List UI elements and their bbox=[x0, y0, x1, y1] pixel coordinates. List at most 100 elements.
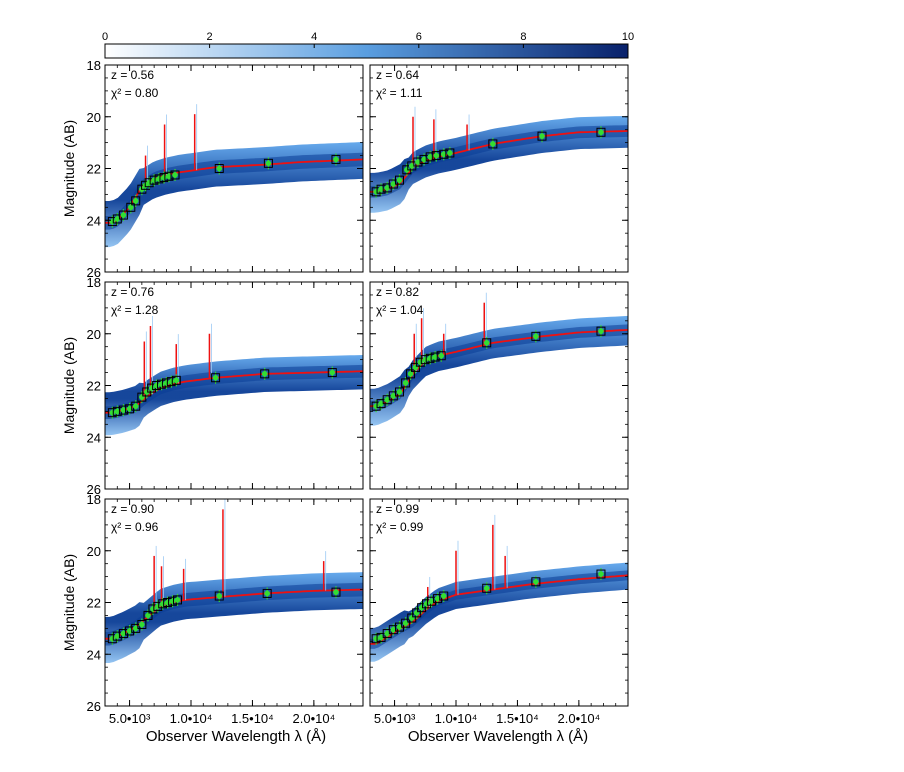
photometry-point bbox=[434, 595, 441, 602]
redshift-annotation: z = 0.64 bbox=[376, 68, 419, 82]
photometry-point bbox=[173, 377, 180, 384]
photometry-point bbox=[333, 156, 339, 163]
photometry-point bbox=[155, 603, 161, 610]
y-tick-label: 24 bbox=[87, 213, 101, 228]
redshift-annotation: z = 0.99 bbox=[376, 502, 419, 516]
sed-panel: z = 0.64 χ² = 1.11 bbox=[369, 64, 629, 273]
photometry-point bbox=[145, 612, 151, 619]
photometry-box bbox=[388, 625, 398, 635]
photometry-point bbox=[120, 407, 127, 413]
photometry-box bbox=[131, 196, 141, 206]
photometry-point bbox=[150, 606, 156, 612]
sed-panel: 18 20 22 24 26 5.0•10³ 1.0•10⁴ 1.5•10⁴ 2.0•10⁴ z … bbox=[61, 492, 364, 726]
photometry-point bbox=[378, 186, 384, 192]
photometry-point bbox=[378, 634, 384, 641]
photometry-point bbox=[402, 380, 409, 386]
x-tick-label: 5.0•10³ bbox=[374, 711, 416, 726]
photometry-point bbox=[483, 585, 490, 592]
redshift-annotation: z = 0.90 bbox=[111, 502, 154, 516]
photometry-point bbox=[390, 181, 397, 187]
photometry-point bbox=[132, 625, 139, 632]
photometry-point bbox=[407, 371, 414, 377]
photometry-point bbox=[158, 381, 165, 388]
photometry-point bbox=[156, 176, 162, 182]
y-tick-label: 18 bbox=[87, 58, 101, 73]
photometry-box bbox=[137, 619, 147, 629]
photometry-point bbox=[132, 198, 139, 204]
photometry-point bbox=[417, 359, 424, 366]
y-tick-label: 20 bbox=[87, 544, 101, 559]
colorbar-tick-label: 10 bbox=[622, 31, 634, 43]
photometry-box bbox=[137, 392, 147, 402]
photometry-box bbox=[537, 131, 547, 141]
photometry-box bbox=[419, 154, 429, 164]
photometry-point bbox=[427, 154, 434, 160]
photometry-box bbox=[170, 170, 180, 180]
photometry-box bbox=[531, 331, 541, 341]
chi2-annotation: χ² = 0.96 bbox=[111, 520, 159, 534]
posterior-band bbox=[370, 115, 628, 213]
photometry-point bbox=[333, 589, 339, 595]
photometry-point bbox=[164, 599, 171, 606]
photometry-point bbox=[533, 333, 539, 340]
y-tick-label: 22 bbox=[87, 162, 101, 177]
sed-panel: 18 20 22 24 26 z = 0.76 χ² = 1.28 Magnitude (AB… bbox=[61, 275, 364, 497]
photometry-point bbox=[109, 635, 116, 642]
panel-grid: 18 20 22 24 26 z = 0.56 χ² = 0.80 Magnitude (AB… bbox=[61, 58, 629, 726]
photometry-point bbox=[378, 400, 384, 407]
y-tick-label: 24 bbox=[87, 647, 101, 662]
photometry-point bbox=[146, 179, 153, 186]
photometry-point bbox=[265, 160, 272, 167]
photometry-point bbox=[261, 371, 268, 377]
photometry-point bbox=[139, 621, 145, 628]
photometry-point bbox=[174, 597, 181, 603]
chi2-annotation: χ² = 1.11 bbox=[376, 86, 423, 100]
colorbar-gradient bbox=[104, 43, 629, 59]
photometry-point bbox=[373, 403, 379, 410]
x-tick-label: 1.0•10⁴ bbox=[170, 711, 213, 726]
plot-area bbox=[105, 104, 363, 248]
photometry-box bbox=[331, 587, 341, 597]
plot-area bbox=[105, 499, 363, 663]
colorbar-tick-label: 8 bbox=[520, 31, 526, 43]
photometry-point bbox=[216, 165, 223, 172]
photometry-point bbox=[427, 355, 434, 362]
photometry-box bbox=[214, 164, 224, 173]
y-tick-label: 22 bbox=[87, 596, 101, 611]
photometry-point bbox=[408, 163, 415, 169]
photometry-point bbox=[422, 356, 429, 363]
photometry-box bbox=[172, 595, 182, 605]
photometry-point bbox=[109, 218, 116, 225]
photometry-point bbox=[440, 151, 447, 158]
photometry-box bbox=[436, 351, 446, 361]
y-tick-label: 20 bbox=[87, 327, 101, 342]
photometry-box bbox=[433, 594, 443, 604]
photometry-point bbox=[109, 409, 116, 416]
photometry-box bbox=[401, 378, 411, 388]
photometry-point bbox=[264, 590, 270, 597]
photometry-box bbox=[260, 369, 270, 379]
photometry-point bbox=[396, 389, 403, 395]
photometry-point bbox=[440, 593, 447, 599]
photometry-point bbox=[139, 394, 145, 400]
sed-panel: 5.0•10³ 1.0•10⁴ 1.5•10⁴ 2.0•10⁴ z = 0.99 χ² =… bbox=[369, 498, 629, 726]
photometry-point bbox=[402, 620, 409, 626]
photometry-point bbox=[120, 630, 127, 637]
photometry-box bbox=[431, 151, 441, 161]
photometry-point bbox=[390, 393, 397, 399]
photometry-box bbox=[263, 158, 273, 168]
photometry-box bbox=[131, 401, 141, 411]
x-tick-label: 5.0•10³ bbox=[109, 711, 151, 726]
photometry-box bbox=[426, 596, 436, 606]
photometry-point bbox=[384, 396, 391, 403]
chi2-annotation: χ² = 1.04 bbox=[376, 303, 424, 317]
photometry-box bbox=[262, 588, 272, 598]
photometry-point bbox=[433, 152, 440, 159]
photometry-box bbox=[211, 373, 221, 383]
photometry-box bbox=[126, 202, 136, 212]
photometry-point bbox=[166, 173, 172, 180]
photometry-point bbox=[114, 216, 121, 222]
photometry-point bbox=[212, 374, 219, 381]
photometry-point bbox=[423, 600, 430, 607]
